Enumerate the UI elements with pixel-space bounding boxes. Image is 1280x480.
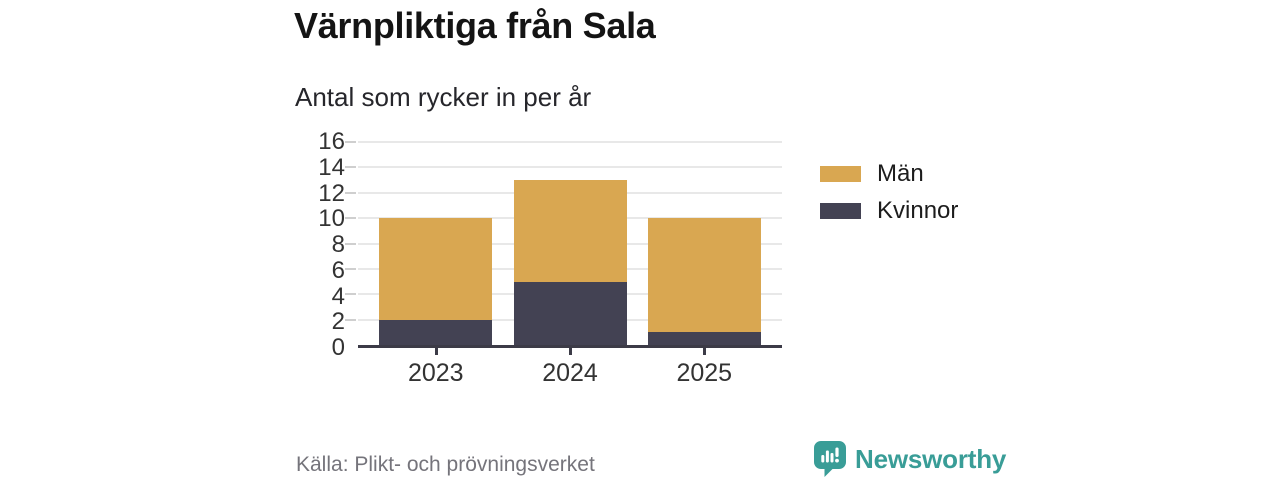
legend-item-kvinnor: Kvinnor xyxy=(820,197,958,225)
legend-item-män: Män xyxy=(820,160,958,188)
y-axis-tick-label: 14 xyxy=(318,153,345,181)
y-axis-tick-label: 4 xyxy=(331,282,345,310)
plot-area: 2023 2024 2025 xyxy=(345,141,782,387)
chart-legend: Män Kvinnor xyxy=(820,160,958,225)
x-axis-tick-label: 2025 xyxy=(676,359,733,387)
chart-title: Värnpliktiga från Sala xyxy=(294,5,656,46)
legend-swatch xyxy=(820,203,861,219)
y-axis-tick xyxy=(345,242,356,245)
chart-subtitle: Antal som rycker in per år xyxy=(295,82,592,112)
y-axis-tick xyxy=(345,318,356,321)
x-axis-tick-label: 2023 xyxy=(407,359,464,387)
y-axis-tick xyxy=(345,293,356,296)
newsworthy-logo: Newsworthy xyxy=(814,441,1006,477)
y-axis-tick-label: 0 xyxy=(331,334,345,361)
bar-segment-kvinnor-2024 xyxy=(513,281,627,345)
legend-label: Män xyxy=(877,160,924,187)
y-axis-tick xyxy=(345,217,356,220)
bar-segment-män-2024 xyxy=(513,180,627,282)
y-axis-tick xyxy=(345,267,356,270)
y-axis-tick xyxy=(345,191,356,194)
bar-segment-män-2023 xyxy=(379,218,493,320)
y-axis-tick-label: 6 xyxy=(331,256,345,284)
x-axis-tick xyxy=(569,348,572,355)
bar-group-2025: 2025 xyxy=(647,142,761,387)
x-axis-tick-label: 2024 xyxy=(542,359,598,387)
y-axis-labels: 0 2 4 6 8 10 12 14 16 xyxy=(270,130,345,360)
bar-segment-kvinnor-2023 xyxy=(379,319,493,345)
legend-swatch xyxy=(820,166,861,182)
y-axis-tick xyxy=(345,166,356,169)
bar-group-2024: 2024 xyxy=(513,142,627,387)
bar-segment-kvinnor-2025 xyxy=(647,332,761,345)
x-axis-tick xyxy=(703,348,707,355)
newsworthy-wordmark: Newsworthy xyxy=(855,443,1007,474)
bar-segment-män-2025 xyxy=(647,218,761,333)
x-axis-tick xyxy=(434,348,438,355)
legend-label: Kvinnor xyxy=(877,197,959,224)
y-axis-tick-label: 2 xyxy=(331,308,345,336)
gridline xyxy=(358,166,782,169)
source-text: Källa: Plikt- och prövningsverket xyxy=(296,453,595,476)
y-axis-tick-label: 12 xyxy=(318,179,345,207)
y-axis-tick-label: 16 xyxy=(318,128,345,155)
y-axis-tick-label: 8 xyxy=(331,231,345,258)
gridline xyxy=(358,141,782,143)
bar-group-2023: 2023 xyxy=(379,142,493,387)
y-axis-tick xyxy=(345,141,356,143)
newsworthy-bubble-chart-icon xyxy=(814,441,848,477)
y-axis-tick-label: 10 xyxy=(318,205,345,233)
bars-container: 2023 2024 2025 xyxy=(358,142,782,387)
